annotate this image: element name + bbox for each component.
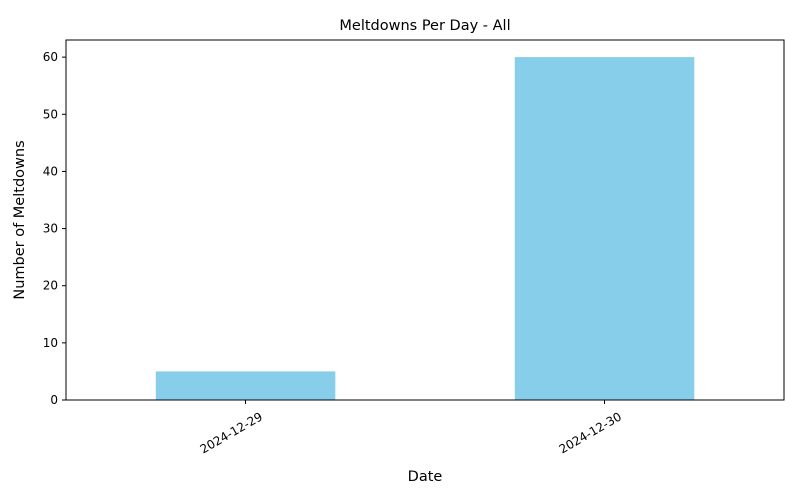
y-tick-label: 40 [43,164,58,178]
bar-2024-12-30 [514,57,695,400]
chart-title: Meltdowns Per Day - All [339,18,510,34]
y-tick-label: 30 [43,222,58,236]
plot-frame [65,39,785,401]
bar-2024-12-29 [155,371,336,400]
y-axis-ticks: 0 10 20 30 40 50 60 [43,50,66,407]
y-axis-label: Number of Meltdowns [12,140,28,299]
y-tick-label: 0 [50,393,58,407]
bars-layer [155,57,695,400]
y-tick-label: 60 [43,50,58,64]
x-axis-label: Date [408,469,443,485]
y-tick-label: 50 [43,107,58,121]
y-tick-label: 20 [43,279,58,293]
y-tick-label: 10 [43,336,58,350]
